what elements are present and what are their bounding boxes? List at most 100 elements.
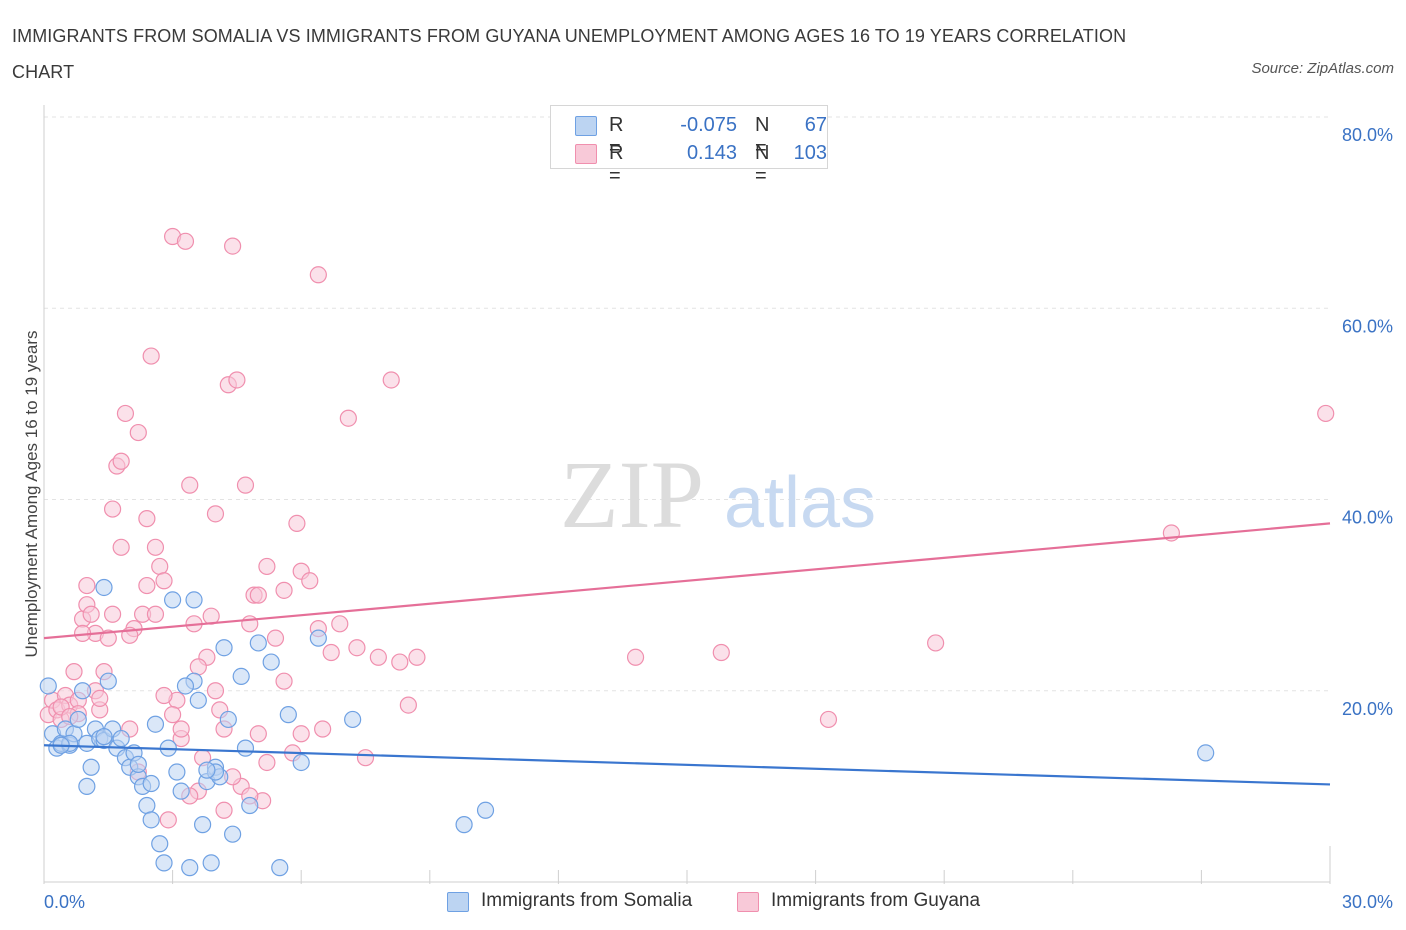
guyana-point	[82, 605, 100, 623]
x-tick-label: 0.0%	[44, 892, 85, 912]
somalia-point	[309, 629, 327, 647]
watermark: ZIP atlas	[560, 441, 876, 548]
somalia-point	[219, 710, 237, 729]
somalia-point	[78, 777, 96, 795]
guyana-point	[399, 696, 417, 714]
guyana-point	[258, 557, 276, 576]
guyana-point	[339, 409, 357, 427]
somalia-n-value: 67	[804, 114, 827, 136]
somalia-point	[69, 710, 87, 729]
guyana-point	[369, 648, 387, 666]
somalia-point	[142, 811, 160, 829]
somalia-point	[112, 729, 130, 748]
somalia-point	[1197, 744, 1215, 762]
guyana-point	[288, 514, 306, 533]
guyana-point	[103, 500, 122, 518]
somalia-points	[39, 578, 1215, 877]
somalia-r-label: R =	[609, 114, 624, 159]
trend-lines	[43, 522, 1331, 786]
somalia-swatch	[575, 116, 597, 136]
somalia-point	[455, 816, 473, 834]
guyana-point	[112, 452, 130, 470]
somalia-point	[271, 859, 289, 877]
guyana-point	[314, 720, 332, 738]
somalia-point	[151, 835, 169, 853]
somalia-r-value: -0.075	[680, 114, 737, 136]
x-tick-label: 30.0%	[1342, 892, 1393, 912]
guyana-swatch	[575, 144, 597, 164]
somalia-point	[155, 854, 173, 872]
tick-labels: 20.0% 40.0% 60.0% 80.0% 0.0% 30.0%	[44, 125, 1393, 912]
guyana-point	[275, 672, 293, 690]
source-credit: Source: ZipAtlas.com	[1251, 60, 1394, 77]
guyana-point	[164, 706, 182, 724]
guyana-point	[712, 643, 730, 662]
grid-lines	[44, 116, 1330, 692]
somalia-point	[202, 854, 220, 872]
guyana-point	[236, 476, 255, 494]
guyana-point	[391, 653, 409, 671]
somalia-point	[476, 801, 495, 819]
somalia-point	[95, 578, 113, 597]
guyana-point	[206, 505, 225, 523]
guyana-point	[356, 749, 375, 767]
guyana-r-label: R =	[609, 142, 624, 187]
guyana-point	[322, 643, 340, 662]
somalia-point	[176, 677, 195, 695]
somalia-point	[99, 672, 117, 690]
guyana-n-label: N =	[755, 142, 770, 187]
y-tick-label: 60.0%	[1342, 316, 1393, 336]
guyana-point	[189, 658, 207, 676]
guyana-point	[103, 605, 122, 623]
guyana-point	[228, 371, 246, 389]
bottom-somalia-label: Immigrants from Somalia	[481, 890, 693, 911]
bottom-guyana-swatch	[737, 892, 759, 912]
guyana-point	[292, 725, 310, 743]
somalia-point	[279, 706, 297, 724]
somalia-point	[95, 728, 113, 746]
guyana-point	[258, 753, 276, 772]
bottom-somalia-swatch	[447, 892, 469, 912]
chart-title: IMMIGRANTS FROM SOMALIA VS IMMIGRANTS FR…	[12, 26, 1127, 82]
guyana-point	[65, 663, 83, 681]
guyana-point	[224, 237, 242, 255]
guyana-point	[146, 538, 165, 556]
somalia-point	[129, 755, 147, 773]
guyana-point	[309, 266, 327, 284]
y-axis-label: Unemployment Among Ages 16 to 19 years	[22, 331, 41, 658]
guyana-point	[249, 725, 267, 743]
bottom-guyana-label: Immigrants from Guyana	[771, 890, 981, 911]
stats-legend: R = -0.075 N = 67 R = 0.143 N = 103	[550, 105, 828, 187]
guyana-point	[99, 629, 117, 647]
watermark-zip: ZIP	[560, 441, 704, 548]
guyana-point	[819, 710, 838, 729]
guyana-point	[408, 648, 426, 666]
guyana-point	[206, 682, 225, 700]
guyana-point	[159, 811, 177, 829]
guyana-trend-line	[43, 522, 1331, 640]
guyana-point	[331, 615, 349, 633]
guyana-r-value: 0.143	[686, 142, 737, 164]
guyana-point	[176, 232, 195, 250]
somalia-point	[236, 739, 255, 757]
guyana-point	[142, 347, 160, 365]
somalia-point	[142, 774, 160, 793]
somalia-point	[241, 796, 259, 815]
guyana-point	[382, 371, 400, 389]
somalia-point	[73, 682, 92, 700]
guyana-point	[348, 639, 366, 657]
guyana-point	[155, 686, 173, 705]
somalia-n-label: N =	[755, 114, 770, 159]
guyana-point	[138, 510, 156, 528]
somalia-point	[224, 825, 242, 843]
y-tick-label: 20.0%	[1342, 699, 1393, 719]
guyana-point	[112, 538, 130, 556]
somalia-point	[138, 796, 156, 815]
somalia-point	[82, 758, 100, 776]
somalia-point	[292, 753, 310, 772]
somalia-point	[344, 710, 362, 729]
guyana-point	[146, 605, 165, 623]
guyana-n-value: 103	[793, 142, 827, 164]
y-tick-label: 80.0%	[1342, 125, 1393, 145]
